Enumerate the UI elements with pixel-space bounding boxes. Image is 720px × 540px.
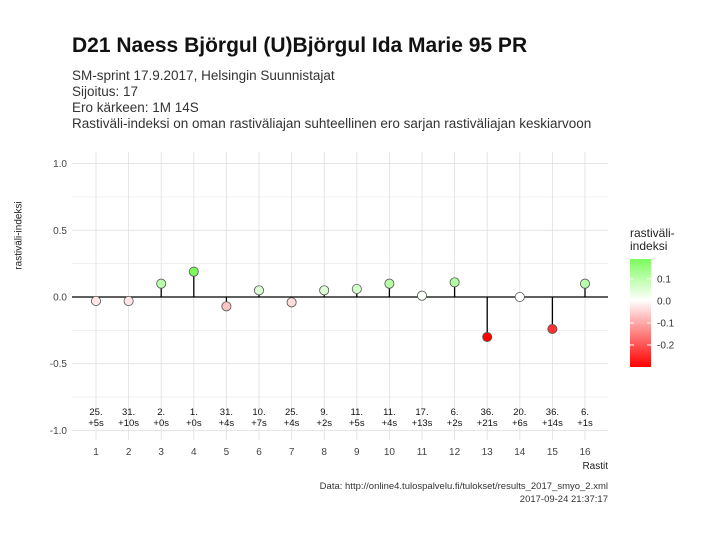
lollipop-point [384, 278, 395, 289]
control-diff-label: +13s [412, 418, 433, 429]
timestamp-caption: 2017-09-24 21:37:17 [519, 494, 608, 505]
lollipop-point [547, 324, 558, 335]
control-rank-label: 9. [320, 407, 328, 418]
lollipop-point [351, 283, 362, 294]
control-rank-label: 10. [252, 407, 265, 418]
x-tick-label: 10 [384, 447, 396, 458]
lollipop-point [482, 332, 493, 343]
subtitle-gap: Ero kärkeen: 1M 14S [72, 100, 199, 115]
lollipop-point [580, 278, 591, 289]
control-diff-label: +14s [542, 418, 563, 429]
control-diff-label: +4s [382, 418, 398, 429]
subtitle-event: SM-sprint 17.9.2017, Helsingin Suunnista… [72, 68, 335, 83]
control-diff-label: +4s [219, 418, 235, 429]
lollipop-point [416, 290, 427, 301]
control-diff-label: +7s [251, 418, 267, 429]
x-tick-label: 3 [158, 447, 164, 458]
legend-title-line: rastiväli- [630, 226, 675, 240]
control-diff-label: +2s [316, 418, 332, 429]
legend-tick-label: -0.2 [657, 340, 675, 351]
x-axis-label: Rastit [582, 461, 608, 472]
lollipop-point [449, 277, 460, 288]
x-tick-label: 8 [321, 447, 327, 458]
color-legend: 0.1 0.0 -0.1 -0.2 [630, 259, 675, 367]
lollipop-point [221, 301, 232, 312]
control-rank-label: 25. [89, 407, 102, 418]
y-tick-label: -1.0 [50, 426, 68, 437]
x-tick-label: 1 [93, 447, 99, 458]
control-rank-label: 31. [220, 407, 233, 418]
chart-title: D21 Naess Björgul (U)Björgul Ida Marie 9… [72, 34, 528, 57]
data-source-caption: Data: http://online4.tulospalvelu.fi/tul… [319, 481, 608, 492]
control-diff-label: +0s [153, 418, 169, 429]
x-tick-label: 4 [191, 447, 197, 458]
y-tick-label: 0.0 [53, 293, 67, 304]
lollipop-point [253, 285, 264, 296]
x-tick-label: 5 [224, 447, 230, 458]
grid [72, 152, 608, 440]
legend-tick-label: 0.0 [657, 296, 671, 307]
control-rank-label: 31. [122, 407, 135, 418]
y-tick-label: -0.5 [50, 359, 68, 370]
control-rank-label: 11. [383, 407, 396, 418]
y-tick-label: 0.5 [53, 226, 67, 237]
control-diff-label: +4s [284, 418, 300, 429]
lollipop-point [91, 296, 102, 307]
control-rank-label: 6. [451, 407, 459, 418]
control-diff-label: +0s [186, 418, 202, 429]
x-tick-label: 9 [354, 447, 360, 458]
data-marks [91, 266, 591, 343]
control-rank-label: 17. [415, 407, 428, 418]
x-tick-label: 13 [482, 447, 494, 458]
control-rank-label: 36. [481, 407, 494, 418]
x-tick-label: 6 [256, 447, 262, 458]
lollipop-point [514, 291, 525, 302]
y-tick-label: 1.0 [53, 159, 67, 170]
control-rank-label: 11. [351, 407, 364, 418]
lollipop-point [319, 285, 330, 296]
control-rank-label: 25. [285, 407, 298, 418]
x-tick-label: 12 [449, 447, 461, 458]
legend-title-line: indeksi [630, 239, 668, 253]
control-rank-label: 20. [513, 407, 526, 418]
x-tick-label: 2 [126, 447, 132, 458]
x-tick-label: 7 [289, 447, 295, 458]
lollipop-point [156, 278, 167, 289]
control-labels: 25.+5s31.+10s2.+0s1.+0s31.+4s10.+7s25.+4… [88, 407, 593, 429]
control-diff-label: +5s [88, 418, 104, 429]
subtitle-description: Rastiväli-indeksi on oman rastiväliajan … [72, 116, 592, 131]
control-diff-label: +5s [349, 418, 365, 429]
lollipop-point [286, 297, 297, 308]
lollipop-point [123, 296, 134, 307]
lollipop-point [188, 266, 199, 277]
control-diff-label: +6s [512, 418, 528, 429]
control-diff-label: +1s [577, 418, 593, 429]
x-tick-label: 15 [547, 447, 559, 458]
legend-color-bar [630, 259, 651, 367]
x-tick-label: 11 [417, 447, 428, 458]
control-rank-label: 6. [581, 407, 589, 418]
subtitle-rank: Sijoitus: 17 [72, 84, 139, 99]
control-diff-label: +2s [447, 418, 463, 429]
control-diff-label: +10s [118, 418, 139, 429]
control-rank-label: 2. [157, 407, 165, 418]
control-rank-label: 1. [190, 407, 198, 418]
legend-tick-label: -0.1 [657, 318, 675, 329]
legend-tick-label: 0.1 [657, 274, 671, 285]
control-diff-label: +21s [477, 418, 498, 429]
legend-title: rastiväli- indeksi [630, 227, 675, 253]
x-tick-label: 16 [579, 447, 591, 458]
y-axis-label: rastiväli-indeksi [13, 201, 25, 270]
control-rank-label: 36. [546, 407, 559, 418]
x-tick-label: 14 [514, 447, 526, 458]
